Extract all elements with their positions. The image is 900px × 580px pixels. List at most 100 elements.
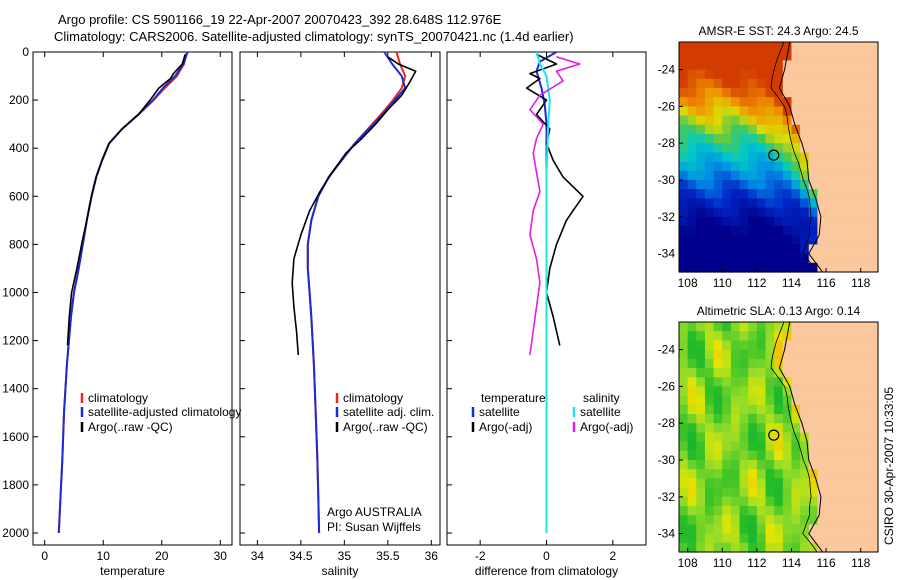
land-cell bbox=[817, 51, 827, 61]
heatmap-cell bbox=[748, 134, 758, 144]
land-cell bbox=[817, 60, 827, 71]
heatmap-cell bbox=[687, 124, 697, 135]
heatmap-cell bbox=[765, 226, 775, 236]
land-cell bbox=[852, 496, 862, 507]
land-cell bbox=[808, 51, 819, 61]
heatmap-cell bbox=[774, 134, 784, 144]
heatmap-cell bbox=[687, 395, 697, 406]
x-tick-label: 36 bbox=[425, 549, 439, 563]
legend-heading: temperature bbox=[481, 391, 546, 405]
land-cell bbox=[817, 377, 827, 387]
y-tick-label: -28 bbox=[658, 416, 676, 430]
land-cell bbox=[791, 97, 801, 107]
heatmap-cell bbox=[687, 134, 697, 144]
heatmap-cell bbox=[713, 51, 723, 61]
heatmap-cell bbox=[774, 106, 784, 117]
heatmap-cell bbox=[679, 432, 689, 443]
heatmap-cell bbox=[791, 542, 801, 553]
heatmap-cell bbox=[791, 226, 801, 236]
heatmap-cell bbox=[756, 414, 767, 424]
heatmap-cell bbox=[739, 469, 749, 479]
heatmap-cell bbox=[739, 377, 749, 387]
heatmap-cell bbox=[730, 115, 741, 126]
heatmap-cell bbox=[696, 115, 706, 126]
land-cell bbox=[860, 106, 870, 117]
heatmap-cell bbox=[722, 198, 732, 209]
heatmap-cell bbox=[679, 414, 689, 424]
heatmap-cell bbox=[730, 69, 741, 80]
heatmap-cell bbox=[748, 404, 758, 415]
heatmap-cell bbox=[730, 469, 741, 479]
land-cell bbox=[826, 368, 836, 378]
heatmap-cell bbox=[765, 152, 775, 163]
land-cell bbox=[852, 78, 862, 89]
heatmap-cell bbox=[774, 115, 784, 126]
land-cell bbox=[852, 216, 862, 227]
land-cell bbox=[834, 51, 844, 61]
heatmap-cell bbox=[756, 134, 767, 144]
heatmap-cell bbox=[704, 97, 715, 107]
land-cell bbox=[852, 358, 862, 369]
heatmap-cell bbox=[704, 386, 715, 397]
heatmap-cell bbox=[739, 349, 749, 360]
land-cell bbox=[869, 262, 879, 273]
land-cell bbox=[869, 469, 879, 479]
heatmap-cell bbox=[739, 515, 749, 525]
heatmap-cell bbox=[765, 386, 775, 397]
land-cell bbox=[834, 496, 844, 507]
heatmap-cell bbox=[774, 340, 784, 351]
heatmap-cell bbox=[774, 349, 784, 360]
land-cell bbox=[834, 414, 844, 424]
heatmap-cell bbox=[739, 358, 749, 369]
heatmap-cell bbox=[774, 478, 784, 489]
land-cell bbox=[808, 423, 819, 433]
heatmap-cell bbox=[782, 322, 793, 332]
heatmap-cell bbox=[765, 216, 775, 227]
heatmap-cell bbox=[679, 460, 689, 470]
heatmap-cell bbox=[704, 441, 715, 452]
heatmap-cell bbox=[730, 423, 741, 433]
land-cell bbox=[852, 88, 862, 98]
heatmap-cell bbox=[713, 432, 723, 443]
heatmap-cell bbox=[765, 450, 775, 461]
land-cell bbox=[782, 60, 793, 71]
heatmap-cell bbox=[756, 152, 767, 163]
heatmap-cell bbox=[704, 395, 715, 406]
heatmap-cell bbox=[679, 478, 689, 489]
heatmap-cell bbox=[748, 331, 758, 341]
land-cell bbox=[860, 386, 870, 397]
heatmap-cell bbox=[800, 180, 810, 190]
heatmap-cell bbox=[739, 253, 749, 264]
y-tick-label: -32 bbox=[658, 490, 676, 504]
heatmap-cell bbox=[765, 115, 775, 126]
land-cell bbox=[860, 124, 870, 135]
land-cell bbox=[869, 386, 879, 397]
land-cell bbox=[843, 88, 853, 98]
heatmap-cell bbox=[774, 533, 784, 544]
land-cell bbox=[826, 349, 836, 360]
land-cell bbox=[817, 542, 827, 553]
land-cell bbox=[808, 42, 819, 52]
land-cell bbox=[808, 69, 819, 80]
heatmap-cell bbox=[782, 450, 793, 461]
heatmap-cell bbox=[730, 340, 741, 351]
land-cell bbox=[808, 170, 819, 181]
land-cell bbox=[791, 386, 801, 397]
heatmap-cell bbox=[756, 106, 767, 117]
land-cell bbox=[817, 161, 827, 172]
land-cell bbox=[843, 478, 853, 489]
heatmap-cell bbox=[791, 469, 801, 479]
land-cell bbox=[834, 42, 844, 52]
heatmap-cell bbox=[756, 235, 767, 245]
heatmap-cell bbox=[748, 432, 758, 443]
heatmap-cell bbox=[774, 180, 784, 190]
land-cell bbox=[860, 487, 870, 498]
heatmap-cell bbox=[722, 478, 732, 489]
heatmap-cell bbox=[722, 106, 732, 117]
land-cell bbox=[869, 404, 879, 415]
x-tick-label: 34.5 bbox=[289, 549, 313, 563]
heatmap-cell bbox=[739, 143, 749, 153]
heatmap-cell bbox=[696, 97, 706, 107]
land-cell bbox=[791, 78, 801, 89]
land-cell bbox=[782, 340, 793, 351]
